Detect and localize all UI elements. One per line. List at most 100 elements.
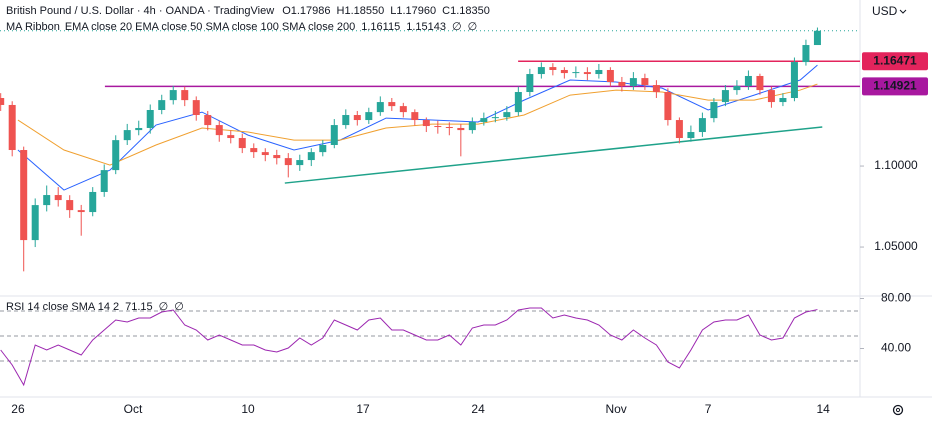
candle-body: [192, 100, 200, 116]
x-tick-label: 26: [11, 402, 25, 416]
candle-body: [284, 158, 292, 166]
candle-body: [77, 210, 85, 213]
ohlc-prefix: L: [390, 5, 396, 17]
rsi-empty: ∅: [159, 301, 169, 313]
settings-icon[interactable]: [892, 404, 904, 416]
candle-body: [399, 106, 407, 113]
x-tick-label: 7: [705, 402, 712, 416]
candle-body: [675, 120, 683, 139]
candle-body: [112, 140, 120, 171]
rsi-line: [0, 307, 818, 387]
candle-body: [307, 152, 315, 161]
candle-body: [526, 74, 534, 93]
ohlc-value: 1.18350: [450, 5, 490, 17]
candle-body: [353, 115, 361, 121]
candle-body: [756, 75, 764, 91]
candle-body: [365, 112, 373, 121]
level-label-box: [862, 77, 928, 96]
candle-body: [664, 92, 672, 121]
candle-body: [434, 126, 442, 128]
candle-body: [779, 98, 787, 103]
candle-body: [767, 90, 775, 103]
ma-params: EMA close 20 EMA close 50 SMA close 100 …: [65, 21, 355, 33]
ohlc-value: 1.17960: [396, 5, 436, 17]
ma-empty: ∅: [452, 21, 462, 33]
candle-body: [537, 67, 545, 75]
candle-body: [733, 86, 741, 91]
candle-body: [158, 100, 166, 110]
x-tick-label: 24: [471, 402, 485, 416]
x-tick-label: 14: [817, 402, 831, 416]
candle-body: [8, 104, 16, 151]
candle-body: [583, 72, 591, 75]
candle-body: [790, 62, 798, 99]
candle-body: [20, 150, 28, 241]
candle-body: [491, 117, 499, 119]
candle-body: [411, 112, 419, 121]
candle-body: [445, 127, 453, 129]
currency-dropdown[interactable]: [899, 9, 907, 14]
x-tick-label: 17: [356, 402, 370, 416]
candle-body: [215, 125, 223, 136]
candle-body: [296, 160, 304, 166]
candle-body: [169, 90, 177, 101]
candle-body: [181, 90, 189, 101]
candle-body: [100, 170, 108, 192]
level-label: 1.14921: [873, 79, 917, 93]
candle-body: [641, 78, 649, 86]
candle-body: [146, 109, 154, 128]
candle-body: [0, 98, 5, 105]
candle-body: [606, 69, 614, 82]
candle-body: [514, 92, 522, 113]
candle-body: [710, 102, 718, 119]
ma-line: [17, 64, 818, 191]
candle-body: [618, 81, 626, 87]
y-tick-label: 40.00: [881, 341, 911, 355]
ma-title: MA Ribbon: [6, 21, 60, 33]
ohlc-prefix: C: [442, 5, 450, 17]
candle-body: [698, 118, 706, 133]
currency[interactable]: USD: [872, 4, 898, 18]
ohlc-value: 1.17986: [291, 5, 331, 17]
x-tick-label: Nov: [605, 402, 626, 416]
candle-body: [468, 121, 476, 131]
candle-body: [388, 102, 396, 107]
y-tick-label: 1.05000: [874, 239, 918, 253]
candle-body: [560, 69, 568, 74]
candle-body: [721, 90, 729, 103]
candle-body: [135, 127, 143, 131]
x-tick-label: Oct: [124, 402, 143, 416]
rsi-value: 71.15: [125, 301, 153, 313]
candle-body: [89, 191, 97, 213]
level-label-box: [862, 52, 928, 71]
chart-title: British Pound / U.S. Dollar · 4h · OANDA…: [6, 5, 274, 17]
ma-value: 1.15143: [406, 21, 446, 33]
ma-empty: ∅: [468, 21, 478, 33]
candle-body: [342, 115, 350, 126]
candle-body: [66, 200, 74, 211]
ma-value: 1.16115: [361, 21, 400, 33]
ohlc-prefix: H: [337, 5, 345, 17]
candle-body: [227, 135, 235, 139]
ohlc-value: 1.18550: [344, 5, 384, 17]
candle-body: [261, 152, 269, 156]
candle-body: [376, 102, 384, 113]
trendline: [284, 126, 823, 184]
candle-body: [549, 67, 557, 70]
candle-body: [457, 127, 465, 131]
y-tick-label: 1.10000: [874, 158, 918, 172]
y-tick-label: 80.00: [881, 291, 911, 305]
candle-body: [595, 69, 603, 75]
candle-body: [123, 130, 131, 141]
candle-body: [503, 112, 511, 118]
candle-body: [31, 205, 39, 241]
x-tick-label: 10: [241, 402, 255, 416]
candle-body: [238, 138, 246, 149]
rsi-empty: ∅: [174, 301, 184, 313]
level-label: 1.16471: [873, 53, 917, 67]
candle-body: [250, 148, 258, 153]
ohlc-prefix: O: [282, 5, 291, 17]
candle-body: [802, 45, 810, 63]
